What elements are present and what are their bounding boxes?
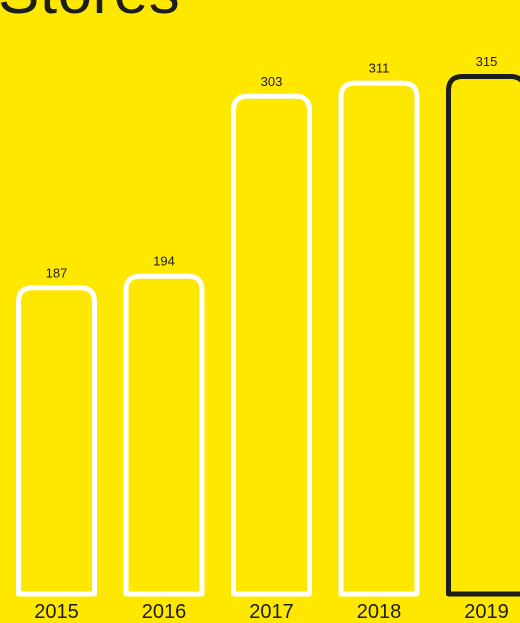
bar-2016 [123,273,205,597]
x-tick-label-2017: 2017 [249,601,294,623]
bar-value-label-2016: 194 [153,254,175,269]
chart-title: Stores [0,0,180,24]
x-tick-label-2015: 2015 [34,601,79,623]
bar-2019 [446,74,520,597]
bar-value-label-2017: 303 [261,74,283,89]
bar-value-label-2018: 311 [369,61,390,76]
x-tick-label-2018: 2018 [357,601,402,623]
x-tick-label-2019: 2019 [464,601,509,623]
x-tick-label-2016: 2016 [142,601,187,623]
bar-2015 [16,285,97,597]
bar-value-label-2015: 187 [46,265,68,280]
bar-value-label-2019: 315 [476,54,498,69]
bar-2017 [231,93,312,597]
bar-2018 [338,80,420,597]
